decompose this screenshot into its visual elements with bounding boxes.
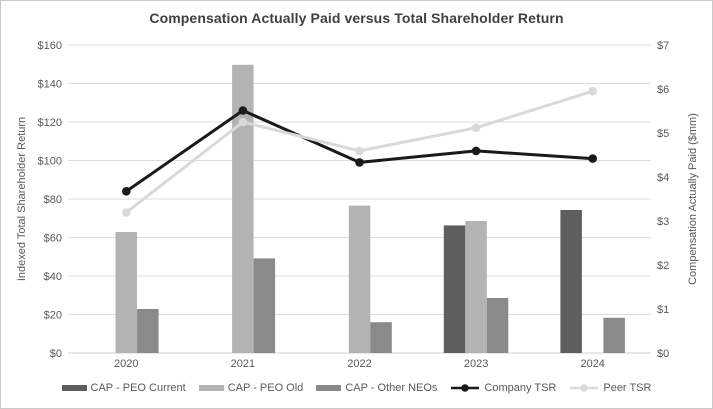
bar-cap-peo-old-2023 — [465, 221, 487, 353]
bar-cap-peo-old-2020 — [115, 232, 137, 353]
bar-cap-other-neos-2020 — [137, 309, 159, 353]
x-axis-label-2023: 2023 — [464, 358, 488, 370]
legend-swatch-cap-peo-current — [61, 385, 87, 391]
bar-cap-peo-current-2023 — [443, 225, 466, 353]
right-axis-tick-label: $4 — [657, 172, 669, 184]
x-axis-label-2020: 2020 — [114, 358, 138, 370]
left-axis-tick-label: $60 — [44, 233, 62, 245]
bar-cap-other-neos-2021 — [253, 258, 276, 353]
bar-cap-peo-old-2022 — [348, 205, 371, 353]
point-peer-tsr-2021 — [238, 117, 248, 127]
right-axis-title: Compensation Actually Paid ($mm) — [687, 113, 699, 285]
point-company-tsr-2020 — [122, 187, 131, 196]
legend-label: Peer TSR — [603, 382, 652, 394]
left-axis-tick-label: $0 — [50, 348, 62, 360]
legend-item-cap-peo-current: CAP - PEO Current — [61, 382, 186, 394]
left-axis-tick-label: $160 — [38, 40, 62, 52]
bar-cap-other-neos-2023 — [486, 298, 509, 353]
point-company-tsr-2022 — [355, 158, 364, 167]
legend-item-cap-peo-old: CAP - PEO Old — [198, 382, 304, 394]
point-peer-tsr-2024 — [588, 86, 597, 96]
right-axis-tick-label: $3 — [657, 216, 669, 228]
point-peer-tsr-2023 — [471, 123, 481, 133]
legend-marker-company-tsr — [461, 384, 470, 392]
point-company-tsr-2024 — [588, 154, 597, 163]
series-peer-tsr — [122, 86, 597, 217]
bar-cap-other-neos-2024 — [603, 317, 625, 353]
chart-canvas: $0 $20 $40 $60 $80 $100 $120 $140 $160 $0 $1 $2 $3 $4… — [16, 40, 699, 370]
right-axis-tick-label: $5 — [657, 128, 669, 140]
point-company-tsr-2021 — [238, 106, 248, 115]
chart-legend: CAP - PEO Current CAP - PEO Old CAP - Othe… — [1, 382, 712, 394]
right-axis-tick-label: $7 — [657, 40, 669, 52]
legend-marker-peer-tsr — [580, 384, 589, 392]
series-company-tsr — [122, 106, 597, 196]
right-axis-tick-label: $6 — [657, 84, 669, 96]
bar-cap-other-neos-2022 — [370, 322, 392, 353]
legend-label: CAP - PEO Current — [90, 382, 186, 394]
legend-label: CAP - Other NEOs — [345, 382, 438, 394]
point-peer-tsr-2020 — [122, 208, 131, 217]
left-axis-tick-label: $140 — [38, 79, 62, 91]
chart-title: Compensation Actually Paid versus Total … — [149, 10, 564, 26]
legend-swatch-company-tsr — [451, 384, 480, 392]
bar-cap-peo-old-2021 — [232, 64, 254, 354]
x-axis-label-2024: 2024 — [580, 358, 604, 370]
right-axis-tick-label: $0 — [657, 348, 669, 360]
legend-swatch-peer-tsr — [570, 384, 599, 392]
legend-item-cap-other-neos: CAP - Other NEOs — [316, 382, 437, 394]
right-axis-tick-label: $2 — [657, 260, 669, 272]
legend-item-peer-tsr: Peer TSR — [569, 382, 651, 394]
right-axis-tick-label: $1 — [657, 304, 669, 316]
left-axis-tick-label: $100 — [38, 156, 62, 168]
legend-swatch-cap-other-neos — [316, 385, 342, 391]
left-axis-tick-label: $120 — [38, 117, 62, 129]
left-axis-title: Indexed Total Shareholder Return — [16, 117, 28, 281]
left-axis-tick-label: $80 — [44, 194, 62, 206]
legend-swatch-cap-peo-old — [198, 385, 224, 391]
legend-label: Company TSR — [484, 382, 557, 394]
x-axis-label-2022: 2022 — [347, 358, 371, 370]
legend-item-company-tsr: Company TSR — [450, 382, 556, 394]
legend-label: CAP - PEO Old — [227, 382, 304, 394]
left-axis-tick-label: $20 — [44, 310, 62, 322]
left-axis-tick-label: $40 — [44, 271, 62, 283]
point-company-tsr-2023 — [471, 146, 481, 156]
bar-cap-peo-current-2024 — [560, 210, 582, 353]
x-axis-label-2021: 2021 — [231, 358, 255, 370]
bars — [115, 64, 625, 354]
point-peer-tsr-2022 — [355, 146, 364, 156]
